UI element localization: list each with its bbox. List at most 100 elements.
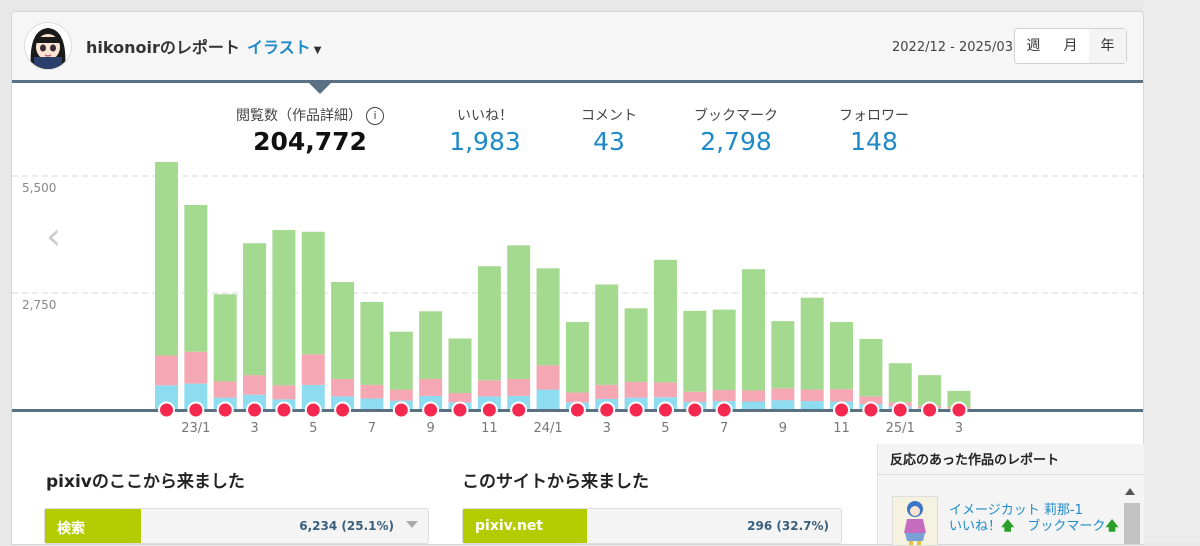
work-thumbnail[interactable] (892, 496, 938, 546)
stat-likes-value: 1,983 (449, 127, 521, 156)
post-marker (656, 401, 674, 419)
post-marker (598, 401, 616, 419)
arrow-up-icon: 🡅 (1001, 519, 1015, 534)
bar-views (243, 243, 267, 376)
bar-likes (565, 392, 589, 403)
bar-views (683, 310, 707, 392)
post-marker (891, 401, 909, 419)
pixiv-source-row[interactable]: 検索 6,234 (25.1%) (44, 508, 429, 544)
x-tick-label: 23/1 (181, 421, 210, 436)
period-year-button[interactable]: 年 (1089, 29, 1126, 63)
report-header: hikonoirのレポート イラスト ▼ 2022/12 - 2025/03 週 … (12, 12, 1143, 83)
period-month-button[interactable]: 月 (1063, 38, 1078, 54)
bar-likes (389, 389, 413, 401)
post-marker (627, 401, 645, 419)
pixiv-source-value: 6,234 (25.1%) (299, 519, 394, 533)
x-tick-label: 5 (661, 421, 669, 436)
x-tick-label: 24/1 (533, 421, 562, 436)
divider (878, 474, 1144, 475)
stat-views-value: 204,772 (253, 127, 367, 156)
post-marker (921, 401, 939, 419)
stat-followers-value: 148 (850, 127, 898, 156)
reacted-works-panel: 反応のあった作品のレポート イメージカット 莉那-1 いいね！🡅 ブックマーク🡅 (877, 444, 1144, 546)
bar-views (419, 311, 443, 379)
bar-views (184, 204, 208, 352)
stat-followers[interactable]: フォロワー 148 (824, 105, 924, 156)
x-tick-label: 9 (427, 421, 435, 436)
post-marker (451, 401, 469, 419)
chevron-down-icon: ▼ (313, 45, 322, 56)
stat-views[interactable]: 閲覧数（作品詳細） i 204,772 (236, 105, 384, 156)
chevron-down-icon[interactable] (406, 521, 418, 528)
chevron-left-icon[interactable]: ‹ (46, 214, 62, 258)
active-stat-pointer (309, 83, 331, 94)
bar-likes (184, 351, 208, 384)
bar-bookmarks (360, 398, 384, 410)
bar-likes (448, 392, 472, 403)
category-dropdown[interactable]: イラスト ▼ (247, 34, 321, 58)
pixiv-source-bar (45, 509, 142, 543)
bar-likes (272, 385, 296, 400)
x-tick-label: 9 (779, 421, 787, 436)
bar-views (565, 321, 589, 393)
bar-views (888, 363, 912, 403)
work-stats: いいね！🡅 ブックマーク🡅 (949, 517, 1119, 536)
post-marker (568, 401, 586, 419)
stat-followers-label: フォロワー (839, 108, 909, 124)
bar-views (301, 231, 325, 355)
info-icon[interactable]: i (366, 107, 384, 125)
bar-views (360, 301, 384, 385)
bar-likes (653, 382, 677, 398)
bar-views (477, 266, 501, 381)
bar-bookmarks (184, 383, 208, 410)
y-tick-top: 5,500 (22, 181, 57, 195)
x-tick-label: 3 (955, 421, 963, 436)
user-avatar[interactable] (24, 22, 72, 70)
post-marker (187, 401, 205, 419)
activity-chart: 23/1 3 5 7 9 11 24/1 3 5 7 9 11 25/1 3 (12, 162, 1143, 436)
bar-likes (712, 390, 736, 402)
work-bookmarks-label: ブックマーク (1027, 519, 1106, 534)
y-tick-mid: 2,750 (22, 298, 57, 312)
x-tick-label: 11 (481, 421, 498, 436)
bar-views (331, 281, 355, 379)
bar-likes (859, 396, 883, 405)
scroll-up-icon[interactable] (1125, 488, 1135, 495)
stat-bookmarks-value: 2,798 (700, 127, 772, 156)
bar-likes (595, 384, 619, 399)
pixiv-sources-title: pixivのここから来ました (46, 472, 245, 492)
bar-likes (213, 381, 237, 398)
bar-likes (507, 378, 531, 396)
date-range: 2022/12 - 2025/03 (892, 40, 1013, 55)
period-week-button[interactable]: 週 (1026, 38, 1041, 54)
post-marker (686, 401, 704, 419)
post-marker (216, 401, 234, 419)
bar-bookmarks (742, 401, 765, 410)
bar-likes (771, 388, 795, 401)
stat-views-label: 閲覧数（作品詳細） i (236, 105, 384, 125)
scrollbar-thumb[interactable] (1124, 503, 1140, 544)
x-tick-label: 25/1 (886, 421, 915, 436)
bar-likes (830, 389, 854, 402)
bar-likes (301, 354, 325, 385)
site-source-row[interactable]: pixiv.net 296 (32.7%) (462, 508, 842, 544)
x-tick-label: 7 (720, 421, 728, 436)
stat-comments[interactable]: コメント 43 (569, 105, 649, 156)
post-marker (510, 401, 528, 419)
stat-likes-label: いいね！ (457, 108, 513, 124)
bar-views (389, 331, 413, 390)
bar-views (947, 390, 971, 408)
pixiv-source-name: 検索 (57, 521, 85, 537)
post-marker (246, 401, 264, 419)
post-marker (950, 401, 968, 419)
stat-likes[interactable]: いいね！ 1,983 (445, 105, 525, 156)
site-source-value: 296 (32.7%) (747, 519, 829, 533)
bar-views (712, 309, 736, 391)
work-title-link[interactable]: イメージカット 莉那-1 (949, 503, 1083, 518)
bar-views (624, 308, 648, 382)
bar-likes (155, 355, 178, 386)
site-source-name: pixiv.net (475, 518, 544, 534)
report-panel: hikonoirのレポート イラスト ▼ 2022/12 - 2025/03 週 … (11, 11, 1144, 546)
bar-views (800, 297, 824, 390)
stat-bookmarks[interactable]: ブックマーク 2,798 (686, 105, 786, 156)
